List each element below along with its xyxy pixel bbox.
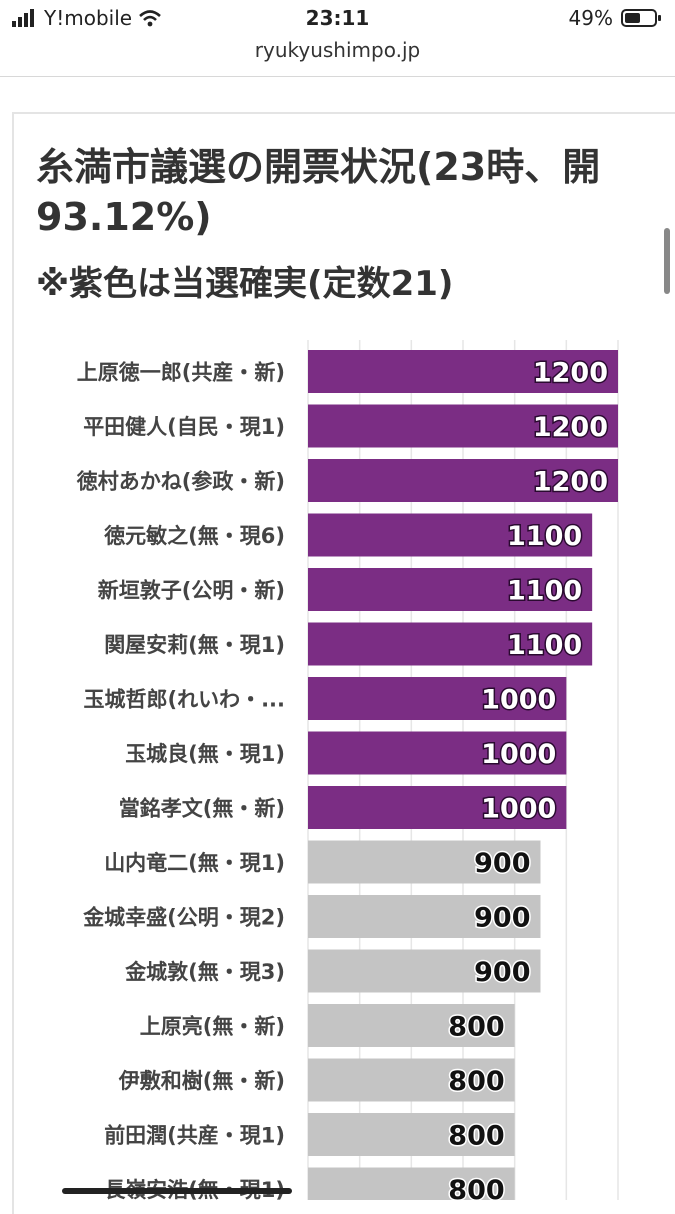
- value-label-8: 1000: [481, 794, 556, 825]
- clock: 23:11: [305, 6, 370, 30]
- battery-percent: 49%: [568, 6, 613, 30]
- category-label-13: 伊敷和樹(無・新): [118, 1069, 285, 1093]
- chart-title: 糸満市議選の開票状況(23時、開 93.12%): [36, 142, 600, 242]
- bar-11: [308, 949, 541, 993]
- wifi-icon: [139, 10, 161, 27]
- bar-1: [308, 404, 618, 448]
- category-label-2: 徳村あかね(参政・新): [76, 470, 285, 494]
- bar-15: [308, 1167, 515, 1200]
- bar-5: [308, 622, 593, 666]
- value-label-2: 1200: [533, 467, 608, 498]
- value-label-7: 1000: [481, 739, 556, 770]
- bar-4: [308, 568, 593, 611]
- value-label-12: 800: [448, 1012, 504, 1043]
- carrier: Y!mobile: [12, 6, 162, 30]
- home-indicator[interactable]: [62, 1188, 292, 1194]
- address-bar[interactable]: ryukyushimpo.jp: [254, 38, 421, 62]
- category-label-14: 前田潤(共産・現1): [104, 1124, 285, 1148]
- carrier-name: Y!mobile: [44, 6, 133, 30]
- category-label-9: 山内竜二(無・現1): [104, 851, 285, 875]
- bar-9: [308, 840, 541, 884]
- value-label-10: 900: [474, 903, 530, 934]
- bar-10: [308, 895, 541, 938]
- chart-title-line2: 93.12%): [36, 195, 212, 239]
- divider: [0, 76, 675, 77]
- category-label-1: 平田健人(自民・現1): [83, 415, 285, 439]
- category-label-8: 當銘孝文(無・新): [119, 797, 285, 821]
- bar-13: [308, 1058, 515, 1102]
- bar-0: [308, 350, 618, 393]
- category-label-6: 玉城哲郎(れいわ・...: [83, 688, 285, 712]
- category-label-11: 金城敦(無・現3): [124, 960, 285, 984]
- bar-6: [308, 677, 567, 720]
- value-label-6: 1000: [481, 685, 556, 716]
- bar-7: [308, 731, 567, 775]
- signal-icon: [12, 9, 34, 27]
- value-label-5: 1100: [507, 630, 582, 661]
- scrollbar[interactable]: [664, 228, 670, 294]
- value-label-0: 1200: [533, 358, 608, 389]
- value-label-1: 1200: [533, 412, 608, 443]
- battery-icon: [621, 9, 661, 27]
- category-label-5: 関屋安莉(無・現1): [104, 633, 285, 657]
- category-label-4: 新垣敦子(公明・新): [98, 579, 285, 603]
- value-label-14: 800: [448, 1121, 504, 1152]
- value-label-13: 800: [448, 1066, 504, 1097]
- chart-subtitle: ※紫色は当選確実(定数21): [36, 264, 454, 304]
- value-label-11: 900: [474, 957, 530, 988]
- category-label-10: 金城幸盛(公明・現2): [82, 906, 285, 930]
- bar-8: [308, 786, 567, 829]
- value-label-4: 1100: [507, 576, 582, 607]
- category-label-12: 上原亮(無・新): [140, 1015, 285, 1039]
- value-label-3: 1100: [507, 521, 582, 552]
- bar-14: [308, 1113, 515, 1156]
- category-label-7: 玉城良(無・現1): [125, 742, 285, 766]
- status-bar: Y!mobile 23:11 49%: [0, 0, 675, 36]
- bar-3: [308, 513, 593, 557]
- bar-2: [308, 459, 618, 502]
- category-label-0: 上原徳一郎(共産・新): [77, 361, 285, 385]
- chart-title-line1: 糸満市議選の開票状況(23時、開: [36, 145, 601, 189]
- bar-12: [308, 1004, 515, 1047]
- value-label-9: 900: [474, 848, 530, 879]
- battery: 49%: [569, 6, 663, 30]
- value-label-15: 800: [448, 1175, 504, 1200]
- category-label-3: 徳元敏之(無・現6): [103, 524, 285, 548]
